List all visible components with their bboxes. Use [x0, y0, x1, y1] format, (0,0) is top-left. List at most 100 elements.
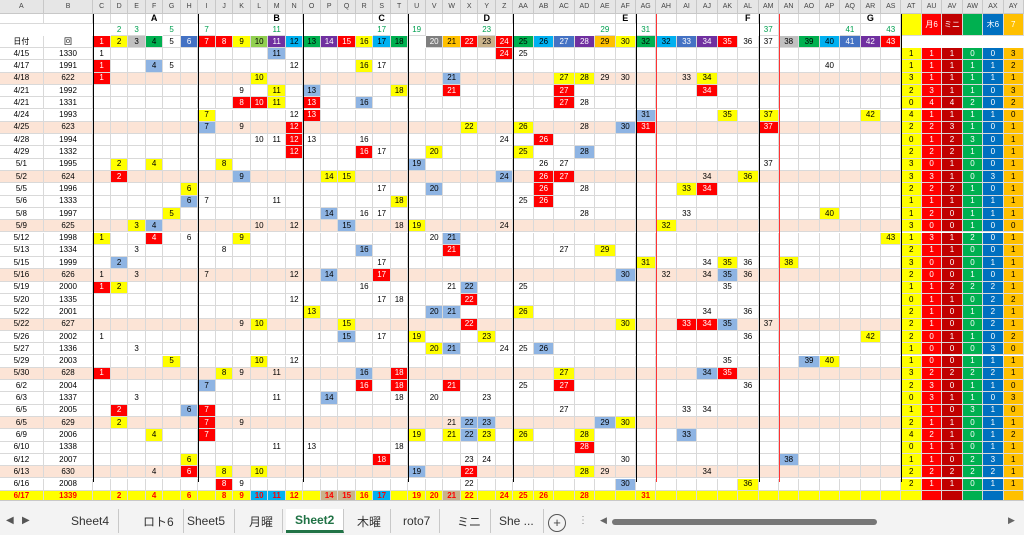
cell[interactable]: [881, 429, 902, 442]
cell[interactable]: [285, 330, 304, 344]
cell[interactable]: [285, 318, 304, 331]
cell[interactable]: [717, 48, 739, 61]
spreadsheet-grid-area[interactable]: A B C D E F G H I J K L M N O P Q R S T U V W X Y Z AA AB AC AD AE AF AG…: [0, 0, 1024, 500]
number-cell[interactable]: 18: [390, 294, 409, 307]
cell[interactable]: [881, 269, 902, 282]
summary-cell[interactable]: 1: [901, 355, 922, 368]
summary-cell[interactable]: 2: [901, 318, 922, 331]
cell[interactable]: [180, 306, 199, 319]
number-cell[interactable]: 21: [443, 244, 461, 258]
cell[interactable]: [656, 466, 677, 479]
summary-cell[interactable]: 1: [962, 306, 984, 319]
cell[interactable]: [460, 441, 479, 454]
cell[interactable]: [860, 269, 882, 282]
cell[interactable]: [697, 294, 718, 307]
cell[interactable]: [799, 417, 820, 430]
summary-cell[interactable]: 0: [962, 441, 984, 454]
cell[interactable]: [180, 109, 199, 122]
summary-cell[interactable]: [983, 490, 1004, 500]
cell[interactable]: [320, 441, 339, 454]
number-cell[interactable]: 6: [180, 453, 199, 467]
number-cell[interactable]: 35: [717, 257, 739, 270]
cell[interactable]: [478, 441, 496, 454]
cell[interactable]: [215, 453, 234, 467]
date-cell[interactable]: 4/21: [0, 97, 44, 110]
number-cell[interactable]: 31: [635, 121, 657, 135]
cell[interactable]: [615, 306, 636, 319]
cell[interactable]: [615, 171, 636, 184]
cell[interactable]: [778, 183, 800, 196]
number-cell[interactable]: 21: [443, 232, 461, 245]
cell[interactable]: [408, 48, 426, 61]
cell[interactable]: [110, 453, 129, 467]
cell[interactable]: [163, 417, 181, 430]
cell[interactable]: [574, 257, 596, 270]
cell[interactable]: [338, 158, 356, 171]
cell[interactable]: [819, 109, 841, 122]
cell[interactable]: [408, 97, 426, 110]
cell[interactable]: [215, 441, 234, 454]
summary-cell[interactable]: 2: [921, 207, 943, 221]
cell[interactable]: [338, 146, 356, 159]
number-cell[interactable]: 17: [373, 207, 391, 221]
cell[interactable]: [676, 490, 698, 500]
cell[interactable]: [495, 60, 514, 73]
cell[interactable]: [799, 232, 820, 245]
cell[interactable]: [495, 380, 514, 393]
cell[interactable]: [554, 257, 575, 270]
cell[interactable]: [554, 490, 575, 500]
cell[interactable]: [443, 97, 461, 110]
cell[interactable]: [145, 183, 164, 196]
cell[interactable]: [145, 441, 164, 454]
cell[interactable]: [250, 14, 269, 24]
cell[interactable]: [233, 158, 251, 171]
column-header-aq[interactable]: AQ: [840, 0, 861, 14]
cell[interactable]: [373, 84, 391, 98]
cell[interactable]: [738, 318, 759, 331]
cell[interactable]: [717, 220, 739, 233]
cell[interactable]: [717, 343, 739, 356]
column-header-c[interactable]: C: [93, 0, 111, 14]
cell[interactable]: [799, 318, 820, 331]
summary-cell[interactable]: 2: [962, 367, 984, 381]
cell[interactable]: [233, 257, 251, 270]
cell[interactable]: [373, 109, 391, 122]
cell[interactable]: [320, 343, 339, 356]
cell[interactable]: [250, 294, 269, 307]
cell[interactable]: [615, 490, 636, 500]
summary-cell[interactable]: 1: [1003, 367, 1024, 381]
number-cell[interactable]: 18: [390, 441, 409, 454]
cell[interactable]: [93, 355, 111, 368]
cell[interactable]: [443, 146, 461, 159]
date-cell[interactable]: 5/22: [0, 306, 44, 319]
cell[interactable]: [799, 84, 820, 98]
cell[interactable]: [697, 134, 718, 147]
cell[interactable]: [180, 269, 199, 282]
summary-cell[interactable]: 3: [901, 220, 922, 233]
summary-cell[interactable]: 3: [942, 121, 963, 135]
summary-cell[interactable]: 1: [962, 183, 984, 196]
number-cell[interactable]: 12: [285, 146, 304, 159]
summary-cell[interactable]: 3: [1003, 84, 1024, 98]
number-cell[interactable]: 31: [635, 257, 657, 270]
number-cell[interactable]: 4: [145, 60, 164, 73]
cell[interactable]: [390, 257, 409, 270]
cell[interactable]: [320, 417, 339, 430]
cell[interactable]: [717, 232, 739, 245]
cell[interactable]: [163, 72, 181, 85]
cell[interactable]: [93, 207, 111, 221]
number-header-cell[interactable]: 26: [533, 36, 555, 48]
number-cell[interactable]: 11: [268, 48, 286, 61]
cell[interactable]: [443, 330, 461, 344]
summary-cell[interactable]: 2: [942, 183, 963, 196]
cell[interactable]: [285, 232, 304, 245]
cell[interactable]: [268, 257, 286, 270]
column-header-x[interactable]: X: [460, 0, 479, 14]
number-cell[interactable]: 37: [758, 109, 779, 122]
cell[interactable]: [338, 109, 356, 122]
number-cell[interactable]: 19: [408, 220, 426, 233]
number-header-cell[interactable]: 21: [443, 36, 461, 48]
cell[interactable]: [93, 318, 111, 331]
cell[interactable]: [93, 478, 111, 491]
cell[interactable]: [656, 244, 677, 258]
